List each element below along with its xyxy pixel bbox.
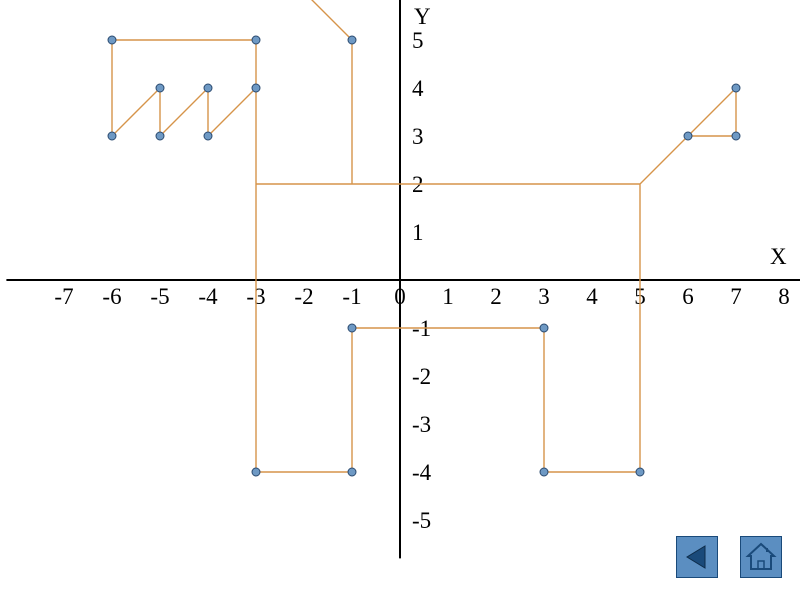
x-axis-label: X [770, 244, 787, 270]
y-tick-label: 1 [412, 220, 424, 245]
x-tick-label: 3 [538, 284, 550, 309]
x-tick-label: 8 [778, 284, 790, 309]
y-tick-label: -5 [412, 508, 431, 533]
y-tick-label: -2 [412, 364, 431, 389]
back-triangle-icon [682, 542, 712, 572]
y-tick-label: -3 [412, 412, 431, 437]
vertex-marker [540, 324, 548, 332]
x-tick-label: 2 [490, 284, 502, 309]
vertex-marker [204, 132, 212, 140]
y-tick-label: 3 [412, 124, 424, 149]
vertex-marker [636, 468, 644, 476]
vertex-marker [252, 468, 260, 476]
home-icon [745, 541, 777, 573]
y-tick-label: 4 [412, 76, 424, 101]
chart-canvas: -7-6-5-4-3-2-1012345678-5-4-3-2-11234567… [0, 0, 800, 600]
vertex-marker [252, 84, 260, 92]
figure-path [112, 0, 736, 472]
home-button[interactable] [740, 536, 782, 578]
x-tick-label: 4 [586, 284, 598, 309]
vertex-marker [540, 468, 548, 476]
vertex-marker [156, 132, 164, 140]
x-tick-label: -6 [102, 284, 121, 309]
x-tick-label: 7 [730, 284, 742, 309]
vertex-marker [348, 36, 356, 44]
x-tick-label: 0 [394, 284, 406, 309]
x-tick-label: 6 [682, 284, 694, 309]
vertex-marker [108, 132, 116, 140]
vertex-marker [204, 84, 212, 92]
vertex-marker [732, 132, 740, 140]
vertex-marker [732, 84, 740, 92]
vertex-marker [348, 468, 356, 476]
y-tick-label: -4 [412, 460, 432, 485]
vertex-marker [684, 132, 692, 140]
vertex-marker [108, 36, 116, 44]
x-tick-label: -2 [294, 284, 313, 309]
y-tick-label: 5 [412, 28, 424, 53]
x-tick-label: -7 [54, 284, 73, 309]
vertex-marker [252, 36, 260, 44]
back-button[interactable] [676, 536, 718, 578]
y-axis-label: Y [414, 4, 431, 30]
x-tick-label: -1 [342, 284, 361, 309]
x-tick-label: -5 [150, 284, 169, 309]
vertex-marker [156, 84, 164, 92]
x-tick-label: -4 [198, 284, 218, 309]
vertex-marker [348, 324, 356, 332]
x-tick-label: 1 [442, 284, 454, 309]
coordinate-plot: -7-6-5-4-3-2-1012345678-5-4-3-2-11234567… [0, 0, 800, 600]
